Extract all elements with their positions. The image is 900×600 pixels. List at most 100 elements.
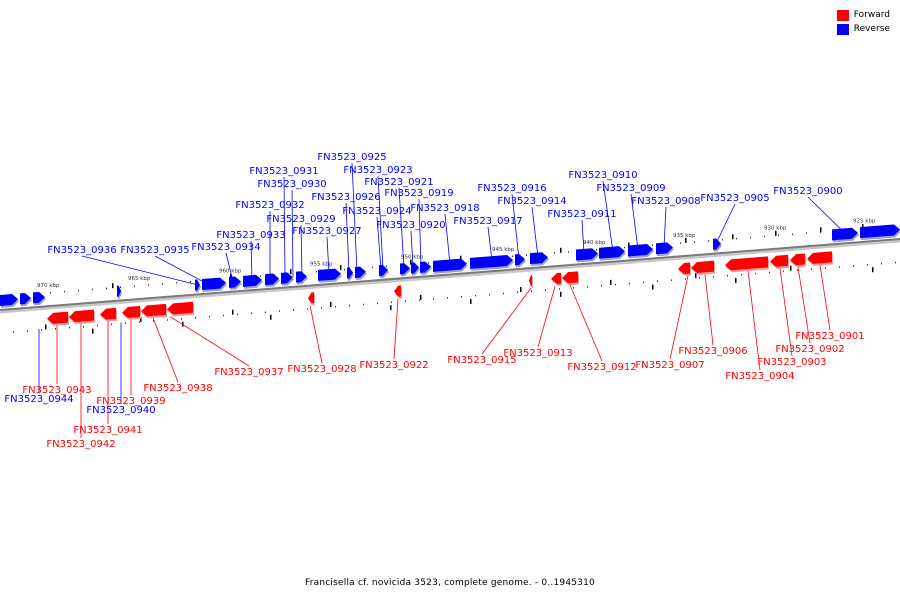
scale-dot (190, 281, 191, 283)
scale-dot (167, 319, 168, 321)
forward-gene-arrow (770, 254, 789, 269)
gene-label: FN3523_0940 (86, 405, 155, 416)
reverse-gene-arrow-body (400, 263, 410, 275)
scale-dot (92, 288, 93, 291)
reverse-gene-arrow-body (576, 248, 598, 261)
scale-dot (223, 314, 224, 317)
tick-mark (140, 316, 142, 322)
gene-label: FN3523_0908 (631, 196, 700, 207)
scale-dot (657, 280, 658, 283)
scale-dot (741, 273, 742, 276)
scale-dot (391, 301, 392, 304)
axis-label: 925 kbp (853, 219, 876, 225)
scale-dot (293, 309, 294, 311)
leader-line (663, 206, 667, 248)
scale-dot (148, 284, 149, 286)
scale-dot (778, 234, 779, 237)
scale-dot (83, 325, 84, 328)
scale-dot (279, 310, 280, 312)
reverse-gene-arrow (515, 254, 526, 268)
leader-line (807, 196, 846, 234)
scale-dot (755, 272, 756, 275)
gene-label: FN3523_0926 (311, 192, 380, 203)
scale-dot (349, 304, 350, 307)
scale-dot (792, 233, 793, 236)
scale-dot (895, 261, 896, 264)
tick-mark (652, 284, 654, 290)
forward-gene-arrow-body (100, 307, 116, 320)
leader-line (376, 216, 382, 270)
reverse-gene-arrow (117, 285, 122, 299)
legend-forward-label: Forward (853, 10, 890, 20)
leader-line (81, 255, 197, 285)
gene-label: FN3523_0916 (477, 183, 546, 194)
scale-dot (162, 283, 163, 285)
gene-label: FN3523_0934 (191, 242, 260, 253)
scale-dot (237, 313, 238, 316)
reverse-gene-arrow-body (433, 258, 467, 272)
gene-label: FN3523_0938 (143, 383, 212, 394)
leader-line (169, 316, 250, 367)
leader-line (704, 274, 714, 346)
scale-dot (680, 242, 681, 244)
tick-mark (92, 328, 94, 334)
legend: Forward Reverse (836, 8, 890, 36)
tick-mark (520, 286, 522, 292)
reverse-gene-arrow-body (530, 252, 548, 265)
gene-label: FN3523_0900 (773, 186, 842, 197)
leader-line (152, 317, 179, 383)
axis-label: 930 kbp (764, 226, 787, 232)
leader-line (283, 176, 286, 278)
gene-label: FN3523_0930 (257, 179, 326, 190)
scale-dot (433, 298, 434, 300)
legend-reverse: Reverse (836, 22, 890, 36)
reverse-gene-arrow (265, 273, 280, 288)
leader-line (581, 219, 585, 254)
reverse-gene-arrow-body (713, 238, 721, 250)
gene-label: FN3523_0944 (4, 394, 73, 405)
tick-mark (775, 230, 777, 236)
backbone-shadow (0, 239, 900, 314)
forward-gene-arrow-body (122, 305, 140, 318)
reverse-gene-arrow-body (347, 267, 353, 279)
leader-line (569, 284, 603, 362)
scale-dot (344, 268, 345, 271)
forward-gene-arrow (691, 260, 715, 276)
reverse-gene-arrow-body (420, 261, 431, 273)
forward-gene-arrow (725, 256, 769, 273)
reverse-gene-arrow-body (379, 264, 388, 277)
tick-mark (390, 305, 392, 311)
scale-dot (377, 302, 378, 305)
scale-dot (447, 297, 448, 299)
scale-dot (526, 254, 527, 256)
scale-dot (41, 329, 42, 331)
leader-line (418, 198, 422, 267)
scale-dot (839, 266, 840, 268)
scale-dot (629, 282, 630, 285)
gene-label: FN3523_0939 (96, 396, 165, 407)
scale-dot (881, 262, 882, 265)
forward-gene-arrow (69, 309, 95, 325)
reverse-gene-arrow-body (599, 246, 625, 259)
reverse-gene-arrow (860, 224, 900, 241)
scale-dot (643, 281, 644, 284)
leader-line (410, 230, 414, 268)
tick-mark (560, 247, 562, 253)
scale-dot (517, 291, 518, 294)
scale-dot (652, 244, 653, 247)
reverse-gene-arrow-body (470, 254, 513, 269)
scale-dot (713, 276, 714, 278)
gene-label: FN3523_0922 (359, 360, 428, 371)
leader-line (715, 203, 736, 244)
tick-mark (420, 294, 422, 300)
reverse-gene-arrow (628, 243, 654, 259)
reverse-gene-arrow-body (33, 291, 45, 304)
reverse-gene-arrow (411, 262, 420, 276)
genome-backbone (0, 237, 900, 311)
reverse-gene-arrow-body (656, 242, 673, 255)
forward-gene-arrow (551, 272, 562, 287)
tick-mark (685, 237, 687, 243)
scale-dot (139, 321, 140, 323)
scale-dot (386, 265, 387, 268)
gene-label: FN3523_0912 (567, 362, 636, 373)
